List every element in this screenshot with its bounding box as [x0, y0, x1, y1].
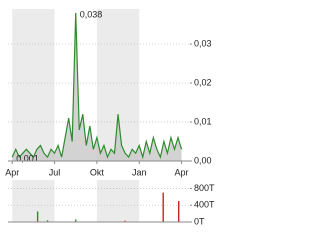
period-band	[12, 9, 55, 161]
period-band	[96, 180, 140, 222]
x-tick-label: Jul	[49, 167, 61, 177]
y-tick-label: 0,01	[194, 116, 212, 126]
y-tick-label: 0,02	[194, 77, 212, 87]
y-tick-label: 400T	[194, 200, 215, 210]
chart: 0,00 0,01 0,02 0,03 Apr Jul Okt Jan Apr 0,038 0,00…	[5, 9, 215, 226]
volume-bar	[36, 211, 39, 222]
price-area	[12, 12, 182, 162]
volume-bar	[46, 220, 49, 222]
annotation: 0,038	[80, 9, 103, 19]
x-tick-label: Apr	[5, 167, 19, 177]
volume-bar	[124, 220, 126, 222]
period-band	[12, 180, 55, 222]
volume-bar	[162, 192, 164, 222]
volume-bar	[178, 201, 180, 222]
x-tick-label: Apr	[175, 167, 189, 177]
y-tick-label: 0,00	[194, 155, 212, 165]
y-tick-label: 0T	[194, 216, 205, 226]
volume-bar	[75, 219, 77, 222]
y-tick-label: 0,03	[194, 38, 212, 48]
price-line	[11, 12, 183, 160]
x-tick-label: Okt	[90, 167, 105, 177]
x-tick-label: Jan	[132, 167, 147, 177]
annotation: 0,001	[16, 153, 39, 163]
y-tick-label: 800T	[194, 183, 215, 193]
